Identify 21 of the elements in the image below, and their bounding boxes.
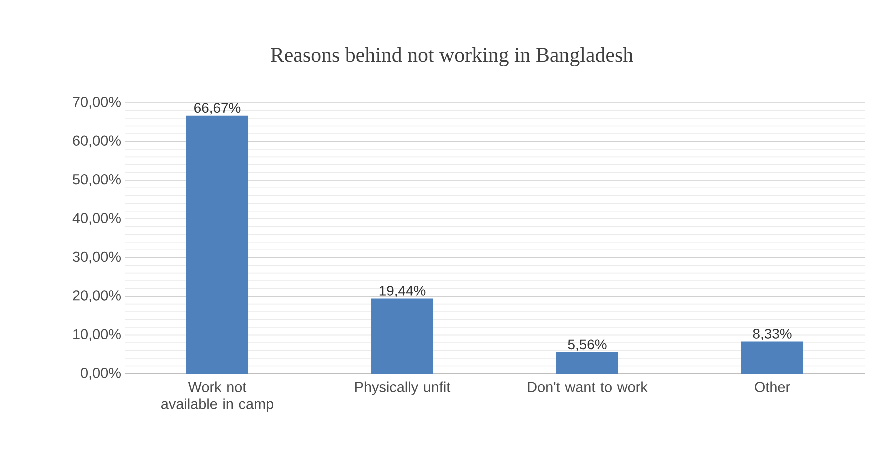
y-tick-label: 50,00% (73, 174, 121, 186)
data-label: 66,67% (194, 103, 241, 115)
y-tick-label: 30,00% (73, 252, 121, 264)
x-tick-label: Physically unfit (356, 382, 451, 396)
x-tick-label: Other (755, 382, 790, 392)
data-label: 19,44% (380, 286, 426, 298)
y-tick-label: 20,00% (73, 290, 121, 303)
y-tick-label: 10,00% (74, 329, 121, 342)
data-label: 8,33% (753, 329, 792, 341)
bar (556, 352, 619, 374)
y-tick-label: 60,00% (73, 136, 121, 148)
y-tick-label: 40,00% (72, 213, 121, 226)
y-tick-label: 70,00% (73, 97, 121, 109)
bar (186, 116, 249, 374)
y-tick-label: 0,00% (81, 368, 121, 380)
x-tick-label: Don't want to work (528, 382, 648, 392)
data-label: 5,56% (568, 340, 607, 352)
bar (372, 298, 434, 374)
chart-title: Reasons behind not working in Bangladesh (271, 47, 634, 67)
x-tick-label: Work not available in camp (162, 382, 274, 412)
bar (742, 342, 804, 374)
